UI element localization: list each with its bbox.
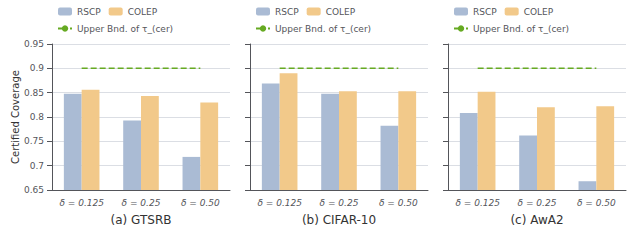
svg-text:Upper Bnd. of τ_(cer): Upper Bnd. of τ_(cer) <box>77 24 173 34</box>
svg-text:RSCP: RSCP <box>77 7 101 17</box>
svg-text:COLEP: COLEP <box>128 7 158 17</box>
svg-text:δ = 0.125: δ = 0.125 <box>257 198 302 208</box>
svg-text:δ = 0.50: δ = 0.50 <box>577 198 616 208</box>
svg-text:δ = 0.50: δ = 0.50 <box>181 198 220 208</box>
svg-text:COLEP: COLEP <box>524 7 554 17</box>
svg-text:(a) GTSRB: (a) GTSRB <box>111 213 172 227</box>
svg-text:Upper Bnd. of τ_(cer): Upper Bnd. of τ_(cer) <box>473 24 569 34</box>
svg-text:0.95: 0.95 <box>24 39 44 49</box>
svg-text:RSCP: RSCP <box>473 7 497 17</box>
svg-text:0.8: 0.8 <box>30 112 45 122</box>
svg-text:δ = 0.125: δ = 0.125 <box>59 198 104 208</box>
svg-text:δ = 0.25: δ = 0.25 <box>518 198 557 208</box>
svg-text:Upper Bnd. of τ_(cer): Upper Bnd. of τ_(cer) <box>275 24 371 34</box>
svg-text:0.85: 0.85 <box>24 88 44 98</box>
svg-text:0.9: 0.9 <box>30 63 45 73</box>
svg-text:δ = 0.125: δ = 0.125 <box>455 198 500 208</box>
svg-text:δ = 0.25: δ = 0.25 <box>122 198 161 208</box>
svg-text:δ = 0.25: δ = 0.25 <box>320 198 359 208</box>
svg-text:δ = 0.50: δ = 0.50 <box>379 198 418 208</box>
svg-text:COLEP: COLEP <box>326 7 356 17</box>
svg-text:0.75: 0.75 <box>24 136 44 146</box>
svg-text:(c) AwA2: (c) AwA2 <box>510 213 563 227</box>
svg-text:(b) CIFAR-10: (b) CIFAR-10 <box>302 213 376 227</box>
svg-text:RSCP: RSCP <box>275 7 299 17</box>
svg-text:Certified Coverage: Certified Coverage <box>10 70 21 164</box>
svg-text:0.65: 0.65 <box>24 185 44 195</box>
svg-text:0.7: 0.7 <box>30 161 44 171</box>
